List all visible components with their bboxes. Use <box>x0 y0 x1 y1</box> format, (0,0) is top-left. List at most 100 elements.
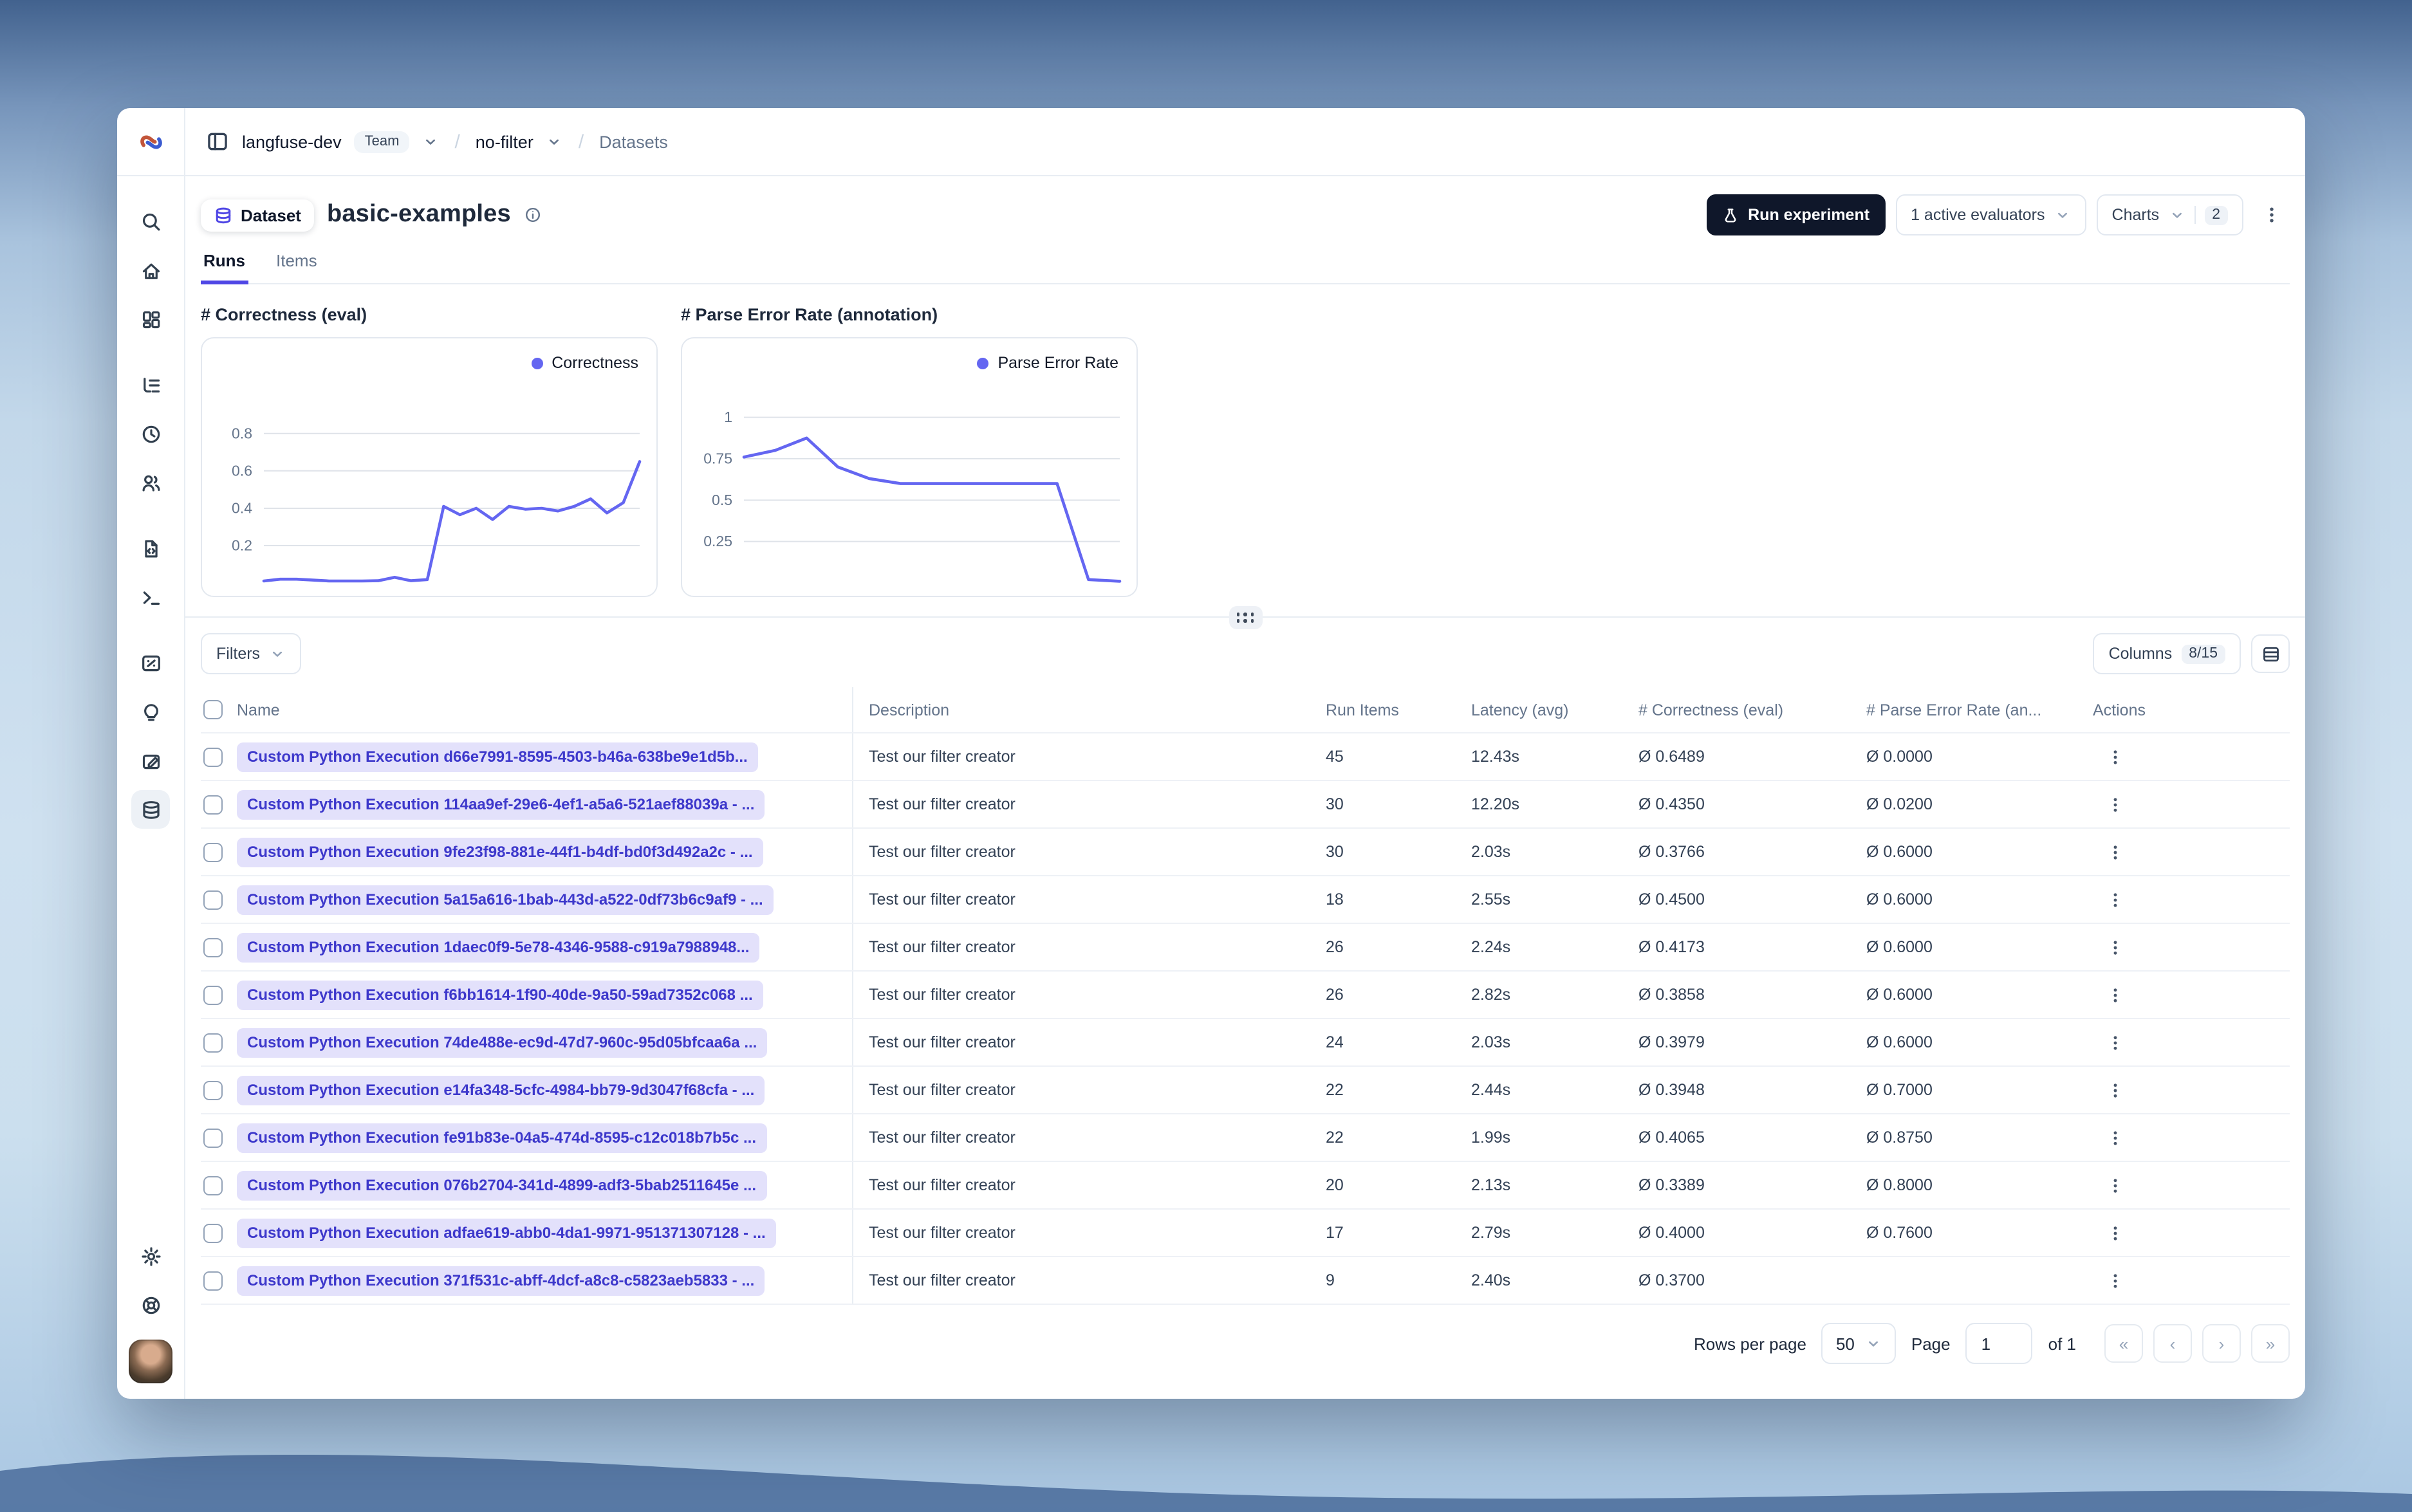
sidebar-item-settings[interactable] <box>131 1237 170 1275</box>
run-experiment-button[interactable]: Run experiment <box>1707 194 1886 235</box>
sidebar-toggle-icon[interactable] <box>206 130 229 153</box>
langfuse-logo[interactable] <box>117 108 184 176</box>
tab-runs[interactable]: Runs <box>201 251 248 284</box>
sidebar-item-tracing[interactable] <box>131 365 170 404</box>
row-checkbox[interactable] <box>203 937 223 957</box>
select-all-checkbox[interactable] <box>203 700 223 719</box>
tab-items[interactable]: Items <box>276 251 317 270</box>
row-actions-menu-button[interactable] <box>2101 933 2129 961</box>
row-checkbox[interactable] <box>203 1080 223 1100</box>
next-page-button[interactable]: › <box>2202 1324 2241 1363</box>
breadcrumb-environment[interactable]: no-filter <box>475 132 533 151</box>
run-name-link[interactable]: Custom Python Execution 9fe23f98-881e-44… <box>237 837 763 867</box>
table-row[interactable]: Custom Python Execution adfae619-abb0-4d… <box>201 1210 2290 1257</box>
chevron-down-icon[interactable] <box>546 133 563 150</box>
run-name-link[interactable]: Custom Python Execution f6bb1614-1f90-40… <box>237 980 763 1010</box>
columns-button[interactable]: Columns 8/15 <box>2093 633 2241 674</box>
row-actions-menu-button[interactable] <box>2101 838 2129 866</box>
sidebar-item-annotation[interactable] <box>131 741 170 780</box>
run-name-link[interactable]: Custom Python Execution adfae619-abb0-4d… <box>237 1218 776 1248</box>
table-row[interactable]: Custom Python Execution f6bb1614-1f90-40… <box>201 972 2290 1019</box>
table-row[interactable]: Custom Python Execution 076b2704-341d-48… <box>201 1162 2290 1210</box>
sidebar-item-home[interactable] <box>131 251 170 290</box>
row-actions-menu-button[interactable] <box>2101 981 2129 1009</box>
rows-per-page-select[interactable]: 50 <box>1821 1323 1896 1364</box>
column-header-description[interactable]: Description <box>869 701 950 719</box>
filters-button[interactable]: Filters <box>201 633 302 674</box>
column-header-latency[interactable]: Latency (avg) <box>1471 701 1569 719</box>
row-height-button[interactable] <box>2251 634 2290 673</box>
row-actions-menu-button[interactable] <box>2101 1123 2129 1152</box>
row-actions-menu-button[interactable] <box>2101 1028 2129 1056</box>
sidebar-item-users[interactable] <box>131 463 170 502</box>
sidebar-item-prompts[interactable] <box>131 529 170 567</box>
table-row[interactable]: Custom Python Execution 74de488e-ec9d-47… <box>201 1019 2290 1067</box>
table-row[interactable]: Custom Python Execution fe91b83e-04a5-47… <box>201 1114 2290 1162</box>
row-checkbox[interactable] <box>203 795 223 814</box>
last-page-button[interactable]: » <box>2251 1324 2290 1363</box>
page-number-input[interactable] <box>1965 1323 2033 1364</box>
table-row[interactable]: Custom Python Execution 114aa9ef-29e6-4e… <box>201 781 2290 829</box>
row-checkbox[interactable] <box>203 890 223 909</box>
run-items-count: 30 <box>1326 843 1344 861</box>
table-row[interactable]: Custom Python Execution e14fa348-5cfc-49… <box>201 1067 2290 1114</box>
column-header-name[interactable]: Name <box>237 687 853 732</box>
sidebar-item-playground[interactable] <box>131 578 170 616</box>
breadcrumb-project[interactable]: langfuse-dev <box>242 132 342 151</box>
row-actions-menu-button[interactable] <box>2101 1171 2129 1199</box>
info-icon[interactable] <box>524 206 542 224</box>
active-evaluators-label: 1 active evaluators <box>1911 206 2045 224</box>
table-body: Custom Python Execution d66e7991-8595-45… <box>201 733 2290 1305</box>
sidebar-item-dashboards[interactable] <box>131 300 170 338</box>
active-evaluators-button[interactable]: 1 active evaluators <box>1895 194 2086 235</box>
row-checkbox[interactable] <box>203 1271 223 1290</box>
row-checkbox[interactable] <box>203 1175 223 1195</box>
row-actions-menu-button[interactable] <box>2101 885 2129 914</box>
chevron-down-icon[interactable] <box>422 133 439 150</box>
row-checkbox[interactable] <box>203 1128 223 1147</box>
run-name-link[interactable]: Custom Python Execution e14fa348-5cfc-49… <box>237 1075 765 1105</box>
row-actions-menu-button[interactable] <box>2101 1266 2129 1295</box>
row-actions-menu-button[interactable] <box>2101 1219 2129 1247</box>
column-header-run-items[interactable]: Run Items <box>1326 701 1399 719</box>
background-wave <box>0 1454 2412 1512</box>
drag-handle[interactable] <box>1229 606 1262 629</box>
column-header-correctness[interactable]: # Correctness (eval) <box>1638 701 1784 719</box>
run-name-link[interactable]: Custom Python Execution fe91b83e-04a5-47… <box>237 1123 767 1152</box>
table-row[interactable]: Custom Python Execution 5a15a616-1bab-44… <box>201 876 2290 924</box>
run-name-link[interactable]: Custom Python Execution 114aa9ef-29e6-4e… <box>237 789 765 819</box>
column-header-parse-error[interactable]: # Parse Error Rate (an... <box>1866 701 2042 719</box>
run-name-link[interactable]: Custom Python Execution 5a15a616-1bab-44… <box>237 885 774 914</box>
sidebar-item-scores[interactable] <box>131 643 170 682</box>
row-checkbox[interactable] <box>203 747 223 766</box>
row-checkbox[interactable] <box>203 1033 223 1052</box>
sidebar-item-sessions[interactable] <box>131 414 170 453</box>
charts-button[interactable]: Charts 2 <box>2096 194 2243 235</box>
sidebar-item-support[interactable] <box>131 1286 170 1324</box>
table-row[interactable]: Custom Python Execution 371f531c-abff-4d… <box>201 1257 2290 1305</box>
row-checkbox[interactable] <box>203 985 223 1004</box>
sidebar-item-datasets[interactable] <box>131 790 170 829</box>
breadcrumb-section[interactable]: Datasets <box>599 132 668 151</box>
more-actions-button[interactable] <box>2254 197 2290 233</box>
table-row[interactable]: Custom Python Execution 9fe23f98-881e-44… <box>201 829 2290 876</box>
sidebar-item-evaluators[interactable] <box>131 692 170 731</box>
run-name-link[interactable]: Custom Python Execution 74de488e-ec9d-47… <box>237 1028 768 1057</box>
user-avatar[interactable] <box>129 1340 172 1383</box>
run-name-link[interactable]: Custom Python Execution 1daec0f9-5e78-43… <box>237 932 760 962</box>
chevron-down-icon <box>2054 207 2071 223</box>
run-name-link[interactable]: Custom Python Execution d66e7991-8595-45… <box>237 742 758 771</box>
row-actions-menu-button[interactable] <box>2101 790 2129 818</box>
row-checkbox[interactable] <box>203 842 223 862</box>
run-name-link[interactable]: Custom Python Execution 371f531c-abff-4d… <box>237 1266 765 1295</box>
row-actions-menu-button[interactable] <box>2101 742 2129 771</box>
table-row[interactable]: Custom Python Execution 1daec0f9-5e78-43… <box>201 924 2290 972</box>
users-icon <box>140 472 162 493</box>
sidebar-item-search[interactable] <box>131 202 170 241</box>
previous-page-button[interactable]: ‹ <box>2153 1324 2192 1363</box>
table-row[interactable]: Custom Python Execution d66e7991-8595-45… <box>201 733 2290 781</box>
first-page-button[interactable]: « <box>2104 1324 2143 1363</box>
row-actions-menu-button[interactable] <box>2101 1076 2129 1104</box>
run-name-link[interactable]: Custom Python Execution 076b2704-341d-48… <box>237 1170 767 1200</box>
row-checkbox[interactable] <box>203 1223 223 1242</box>
